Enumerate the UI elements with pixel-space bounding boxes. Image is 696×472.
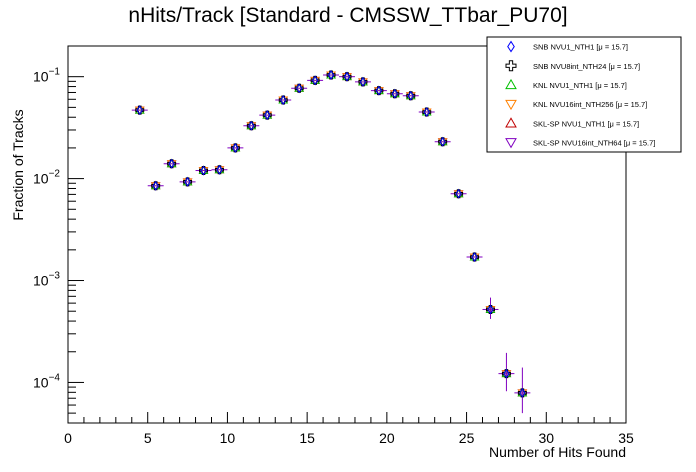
- data-point: [323, 69, 340, 80]
- x-tick-label: 25: [459, 430, 475, 446]
- data-point: [243, 120, 260, 131]
- data-point: [434, 136, 451, 147]
- data-point: [450, 188, 467, 199]
- marker-triangle-down-open: [505, 99, 517, 111]
- data-point: [131, 105, 148, 116]
- legend-entry: SNB NVU8int_NTH24 [μ = 15.7]: [505, 60, 640, 72]
- data-point: [354, 76, 371, 87]
- marker-diamond-open: [216, 164, 223, 175]
- marker-diamond-open: [507, 40, 515, 53]
- marker-diamond-open: [280, 95, 287, 105]
- marker-diamond-open: [375, 85, 383, 96]
- legend-entry: KNL NVU1_NTH1 [μ = 15.7]: [505, 78, 627, 90]
- marker-diamond-open: [168, 158, 175, 169]
- marker-diamond-open: [471, 252, 478, 262]
- y-axis-label: Fraction of Tracks: [10, 109, 26, 220]
- legend-box: [486, 36, 682, 153]
- legend-label: KNL NVU1_NTH1 [μ = 15.7]: [533, 81, 627, 90]
- y-tick-label: 10−2: [33, 169, 60, 187]
- legend-label: SKL-SP NVU1_NTH1 [μ = 15.7]: [533, 119, 639, 128]
- data-point: [147, 180, 164, 191]
- legend-label: SNB NVU8int_NTH24 [μ = 15.7]: [533, 62, 640, 71]
- data-point: [163, 158, 180, 169]
- data-point: [259, 110, 276, 121]
- marker-diamond-open: [311, 75, 319, 86]
- x-axis-label: Number of Hits Found: [489, 444, 626, 460]
- legend-label: SKL-SP NVU16int_NTH64 [μ = 15.7]: [533, 138, 655, 147]
- legend: SNB NVU1_NTH1 [μ = 15.7] SNB NVU8int_NTH2…: [486, 36, 682, 153]
- data-point: [402, 90, 419, 101]
- data-point: [211, 164, 228, 175]
- marker-cross-open: [505, 60, 517, 72]
- marker-diamond-open: [152, 180, 159, 191]
- marker-diamond-open: [343, 71, 351, 82]
- legend-entry: KNL NVU16int_NTH256 [μ = 15.7]: [505, 99, 647, 111]
- marker-diamond-open: [391, 88, 399, 99]
- marker-diamond-open: [455, 188, 462, 199]
- data-point: [179, 176, 196, 187]
- data-point: [339, 71, 355, 82]
- marker-diamond-open: [200, 165, 207, 176]
- legend-label: SNB NVU1_NTH1 [μ = 15.7]: [533, 43, 628, 52]
- data-point: [227, 142, 244, 153]
- y-axis: 10−4 10−3 10−2 10−1: [33, 45, 84, 424]
- data-point: [482, 297, 499, 319]
- data-point: [418, 107, 435, 118]
- y-tick-label: 10−4: [33, 372, 60, 390]
- marker-diamond-open: [248, 120, 255, 131]
- marker-diamond-open: [503, 368, 510, 379]
- x-tick-label: 30: [538, 430, 554, 446]
- marker-diamond-open: [519, 387, 526, 398]
- x-tick-label: 0: [64, 430, 72, 446]
- chart-title: nHits/Track [Standard - CMSSW_TTbar_PU70…: [128, 4, 567, 27]
- y-tick-label: 10−1: [33, 67, 60, 85]
- data-point: [291, 83, 308, 94]
- data-point: [370, 85, 387, 96]
- y-tick-label: 10−3: [33, 271, 60, 289]
- plot-frame: [67, 45, 627, 424]
- data-point: [275, 95, 292, 106]
- marker-diamond-open: [359, 76, 367, 87]
- marker-diamond-open: [327, 70, 335, 80]
- data-point: [466, 252, 483, 263]
- marker-diamond-open: [295, 83, 303, 94]
- marker-diamond-open: [136, 105, 143, 116]
- data-point: [498, 352, 515, 392]
- legend-entry: SNB NVU1_NTH1 [μ = 15.7]: [507, 40, 628, 53]
- x-tick-label: 5: [144, 430, 152, 446]
- marker-diamond-open: [264, 110, 271, 120]
- x-tick-label: 35: [618, 430, 634, 446]
- data-points: [131, 69, 531, 414]
- data-point: [195, 165, 212, 176]
- legend-label: KNL NVU16int_NTH256 [μ = 15.7]: [533, 100, 647, 109]
- data-point: [386, 88, 403, 99]
- legend-entry: SKL-SP NVU1_NTH1 [μ = 15.7]: [505, 117, 639, 128]
- marker-diamond-open: [439, 136, 446, 147]
- marker-diamond-open: [487, 304, 494, 315]
- marker-diamond-open: [184, 176, 191, 187]
- x-tick-label: 15: [299, 430, 315, 446]
- marker-diamond-open: [423, 107, 430, 117]
- marker-triangle-up-open: [505, 117, 517, 128]
- marker-triangle-down-open: [505, 138, 517, 149]
- data-point: [514, 367, 531, 414]
- marker-diamond-open: [407, 90, 414, 101]
- x-tick-label: 20: [379, 430, 395, 446]
- x-tick-label: 10: [220, 430, 236, 446]
- data-point: [307, 75, 324, 86]
- x-axis: 0 5 10 15 20 25 30 35: [64, 412, 634, 446]
- legend-entry: SKL-SP NVU16int_NTH64 [μ = 15.7]: [505, 138, 655, 149]
- marker-triangle-up-open: [505, 78, 517, 90]
- marker-diamond-open: [232, 143, 239, 153]
